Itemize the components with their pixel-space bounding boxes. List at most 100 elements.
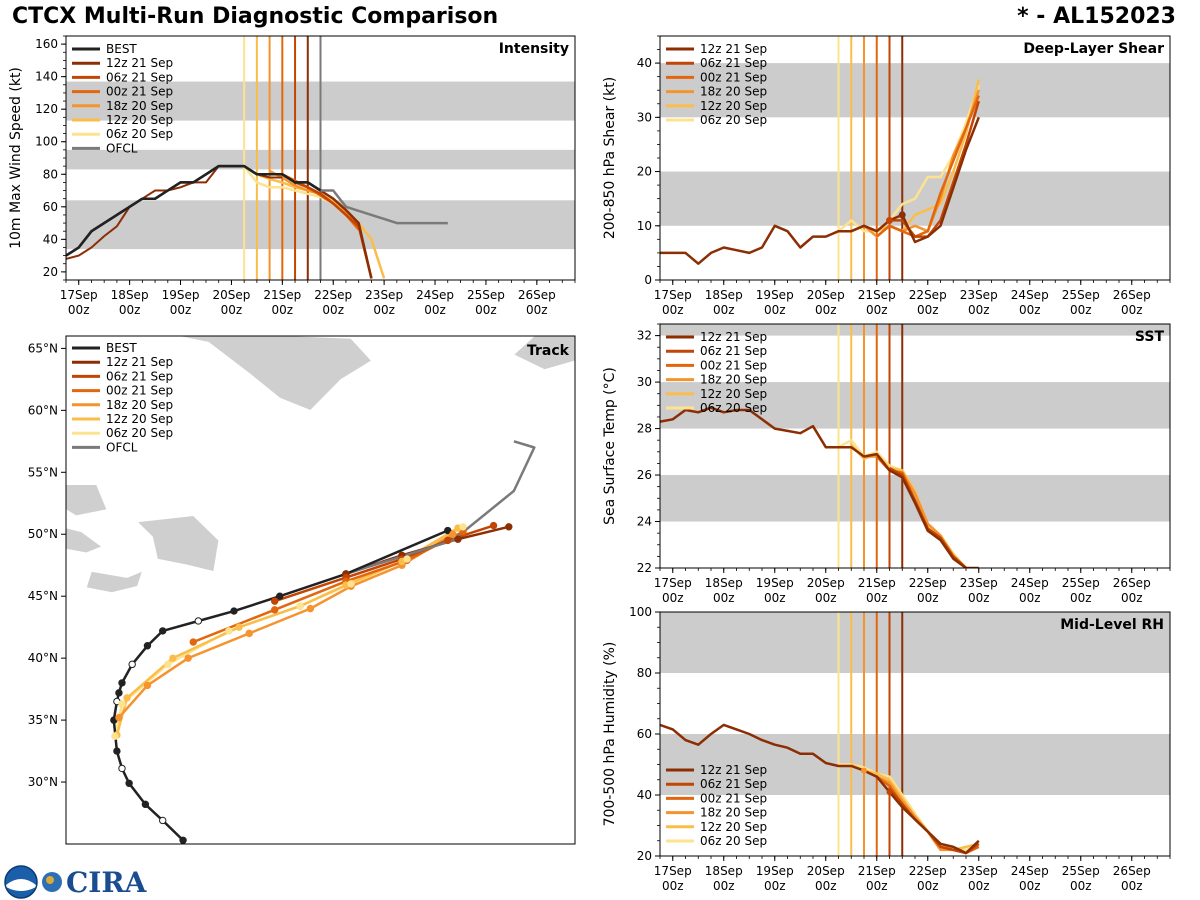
shear-xtick-sublabel: 00z [815,303,837,317]
sst-ytick-label: 32 [637,329,652,343]
track-legend-label: 12z 20 Sep [106,412,173,426]
track-ytick-label: 50°N [28,527,58,541]
sst-legend-label: 12z 20 Sep [700,387,767,401]
rh-xtick-label: 22Sep [909,864,947,878]
track-ytick-label: 45°N [28,589,58,603]
rh-xtick-label: 17Sep [654,864,692,878]
shear-legend-label: 12z 21 Sep [700,42,767,56]
sst-xtick-sublabel: 00z [1070,591,1092,605]
track-marker-12z-20-sep [123,694,131,702]
rh-ytick-label: 100 [629,605,652,619]
track-marker-18z-20-sep [306,604,315,613]
sst-ylabel: Sea Surface Temp (°C) [602,367,618,525]
track-marker-00z-21-sep [189,638,197,646]
intensity-plot-area [66,36,575,280]
shear-init-marker [898,211,906,219]
shear-xtick-label: 20Sep [807,288,845,302]
track-ytick-label: 30°N [28,775,58,789]
noaa-logo-icon [4,865,38,899]
rh-xtick-sublabel: 00z [866,879,888,893]
rh-xtick-sublabel: 00z [917,879,939,893]
track-land [86,570,143,593]
sst-xtick-sublabel: 00z [968,591,990,605]
track-marker-18z-20-sep [245,629,253,638]
shear-series-06z-21-sep [889,100,980,238]
track-marker-00z-21-sep [270,606,279,614]
rh-xtick-sublabel: 00z [713,879,735,893]
sst-xtick-sublabel: 00z [713,591,735,605]
sst-xtick-label: 19Sep [756,576,794,590]
shear-series-12z-21-sep [660,116,980,265]
shear-series-00z-21-sep [875,95,980,238]
shear-xtick-label: 24Sep [1011,288,1049,302]
track-legend-label: 12z 21 Sep [106,355,173,369]
sst-band [660,382,1170,429]
intensity-legend-label: 06z 21 Sep [106,70,173,84]
rh-legend-label: 06z 20 Sep [700,834,767,848]
rh-xtick-sublabel: 00z [1070,879,1092,893]
track-marker-12z-21-sep [505,523,513,531]
intensity-ytick-label: 100 [35,135,58,149]
track-land [513,336,575,370]
track-land [66,527,103,554]
track-legend-label: 00z 21 Sep [106,384,173,398]
sst-ytick-label: 30 [637,375,652,389]
shear-panel-title: Deep-Layer Shear [1023,41,1164,57]
shear-xtick-sublabel: 00z [1121,303,1143,317]
track-marker-18z-20-sep [143,681,152,690]
track-panel-title: Track [527,343,570,359]
shear-ytick-label: 0 [644,273,652,287]
shear-legend-label: 12z 20 Sep [700,99,767,113]
track-marker-best [113,747,121,755]
intensity-series-ofcl [320,189,448,225]
rh-xtick-sublabel: 00z [764,879,786,893]
track-marker-06z-21-sep [444,536,452,545]
track-marker-12z-20-sep [169,654,177,662]
chart-title: CTCX Multi-Run Diagnostic Comparison [12,4,499,29]
intensity-xtick-label: 21Sep [263,288,301,302]
intensity-ytick-label: 40 [43,232,58,246]
shear-xtick-label: 17Sep [654,288,692,302]
sst-legend-label: 18z 20 Sep [700,373,767,387]
track-marker-06z-20-sep [347,580,355,588]
shear-ytick-label: 30 [637,110,652,124]
sst-xtick-label: 24Sep [1011,576,1049,590]
shear-band [660,63,1170,118]
intensity-legend-label: 12z 21 Sep [106,56,173,70]
sst-panel-title: SST [1135,329,1165,345]
rh-xtick-label: 25Sep [1062,864,1100,878]
shear-xtick-sublabel: 00z [764,303,786,317]
sst-xtick-sublabel: 00z [815,591,837,605]
rh-ylabel: 700-500 hPa Humidity (%) [602,642,618,827]
rh-ytick-label: 20 [637,849,652,863]
sst-xtick-sublabel: 00z [1121,591,1143,605]
track-marker-best [276,592,284,600]
intensity-ytick-label: 80 [43,167,58,181]
track-marker-18z-20-sep [184,654,192,662]
sst-xtick-sublabel: 00z [917,591,939,605]
rh-xtick-label: 19Sep [756,864,794,878]
shear-xtick-sublabel: 00z [866,303,888,317]
rh-legend-label: 12z 20 Sep [700,820,767,834]
intensity-xtick-sublabel: 00z [68,303,90,317]
rh-ytick-label: 80 [637,666,652,680]
sst-ytick-label: 28 [637,422,652,436]
track-ytick-label: 55°N [28,465,58,479]
track-marker-best [159,627,167,635]
intensity-legend-label: 12z 20 Sep [106,113,173,127]
shear-xtick-sublabel: 00z [713,303,735,317]
track-marker-06z-21-sep [270,597,279,605]
rh-ytick-label: 60 [637,727,652,741]
track-marker-06z-20-sep [296,602,304,610]
rh-xtick-sublabel: 00z [968,879,990,893]
track-marker-06z-20-sep [459,523,467,531]
rh-plot-area [660,612,1170,856]
intensity-xtick-sublabel: 00z [272,303,294,317]
shear-xtick-sublabel: 00z [968,303,990,317]
cira-logo-text: CIRA [66,865,147,899]
sst-xtick-label: 21Sep [858,576,896,590]
rh-xtick-sublabel: 00z [662,879,684,893]
sst-series-12z-21-sep [660,406,979,568]
sst-plot-area [660,324,1170,568]
track-legend-label: 18z 20 Sep [106,398,173,412]
